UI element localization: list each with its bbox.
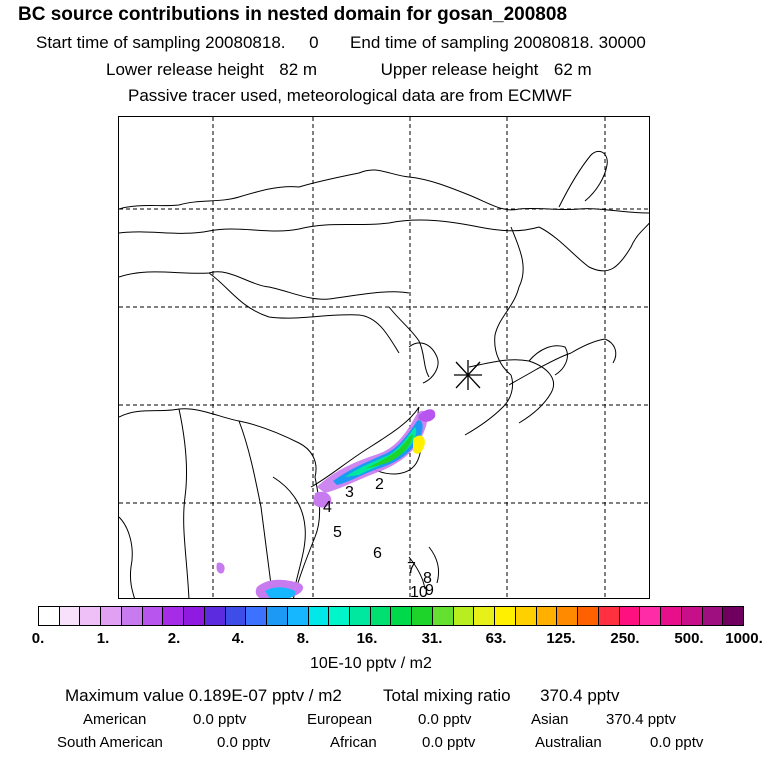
region-value: 370.4 pptv <box>606 711 677 728</box>
colorbar-cell <box>329 607 351 625</box>
lower-release-label: Lower release height <box>106 60 264 79</box>
region-name: American <box>83 711 147 728</box>
colorbar-cell <box>225 607 247 625</box>
colorbar-cell <box>640 607 662 625</box>
colorbar-unit: 10E-10 pptv / m2 <box>310 655 432 672</box>
colorbar-cell <box>619 607 641 625</box>
colorbar-tick-label: 8. <box>296 630 310 647</box>
colorbar-cell <box>287 607 309 625</box>
coastlines <box>119 169 649 598</box>
map-grid <box>119 117 649 598</box>
colorbar-cell <box>598 607 620 625</box>
colorbar-cell <box>370 607 392 625</box>
summary-line: Maximum value 0.189E-07 pptv / m2 Total … <box>65 686 619 706</box>
colorbar-cell <box>495 607 516 625</box>
colorbar-cell <box>578 607 599 625</box>
trajectory-label: 10 <box>410 584 428 599</box>
colorbar-cell <box>246 607 268 625</box>
trajectory-label: 2 <box>375 476 384 493</box>
region-value: 0.0 pptv <box>418 711 472 728</box>
colorbar-cell <box>59 607 81 625</box>
colorbar-cell <box>142 607 164 625</box>
colorbar-cell <box>723 607 743 625</box>
upper-release-label: Upper release height <box>380 60 539 79</box>
region-value: 0.0 pptv <box>217 734 271 751</box>
lower-release-value: 82 m <box>279 60 318 79</box>
region-value: 0.0 pptv <box>650 734 704 751</box>
colorbar-tick-label: 500. <box>674 630 704 647</box>
sampling-times: Start time of sampling 20080818. 0 End t… <box>36 33 646 53</box>
trajectory-label: 3 <box>345 484 354 501</box>
max-value: 0.189E-07 pptv / m2 <box>188 686 342 705</box>
trajectory-label: 9 <box>425 582 434 599</box>
trajectory-label: 6 <box>373 545 382 562</box>
trajectory-label: 4 <box>323 499 332 516</box>
trajectory-label: 5 <box>333 524 342 541</box>
colorbar-cell <box>121 607 143 625</box>
colorbar-cell <box>204 607 226 625</box>
colorbar-cell <box>432 607 454 625</box>
trajectory-label: 8 <box>423 570 432 587</box>
region-value: 0.0 pptv <box>422 734 476 751</box>
colorbar-tick-label: 125. <box>546 630 576 647</box>
trajectory-label: 7 <box>407 560 416 577</box>
start-time-label: Start time of sampling <box>36 33 201 52</box>
region-name: Australian <box>535 734 602 751</box>
colorbar-cell <box>350 607 371 625</box>
map-panel: 2 3 4 5 6 7 8 9 10 <box>118 116 650 599</box>
end-time-label: End time of sampling <box>350 33 509 52</box>
colorbar-cell <box>453 607 475 625</box>
total-mixing-label: Total mixing ratio <box>383 686 511 705</box>
colorbar-tick-label: 4. <box>231 630 245 647</box>
colorbar-cell <box>681 607 703 625</box>
japan-islands <box>508 150 617 386</box>
colorbar-cell <box>536 607 558 625</box>
colorbar-tick-label: 16. <box>356 630 378 647</box>
region-name: Asian <box>531 711 569 728</box>
colorbar-tick-label: 1. <box>96 630 110 647</box>
domain-map: 2 3 4 5 6 7 8 9 10 <box>119 117 649 599</box>
colorbar-cell <box>267 607 288 625</box>
colorbar-cell <box>184 607 205 625</box>
colorbar-cell <box>661 607 682 625</box>
page-title: BC source contributions in nested domain… <box>18 4 568 25</box>
colorbar-tick-label: 1000. <box>725 630 763 647</box>
total-mixing-value: 370.4 pptv <box>540 686 620 705</box>
colorbar-cell <box>474 607 496 625</box>
colorbar-cell <box>515 607 537 625</box>
end-time-value: 20080818. 30000 <box>513 33 646 52</box>
colorbar-tick-label: 2. <box>167 630 181 647</box>
colorbar-cell <box>163 607 185 625</box>
colorbar <box>38 606 744 626</box>
colorbar-cell <box>308 607 330 625</box>
colorbar-cell <box>557 607 579 625</box>
max-value-label: Maximum value <box>65 686 185 705</box>
colorbar-cell <box>80 607 102 625</box>
colorbar-tick-label: 31. <box>421 630 443 647</box>
asterisk-icon <box>454 360 482 390</box>
colorbar-tick-label: 0. <box>31 630 45 647</box>
colorbar-cell <box>702 607 724 625</box>
colorbar-cell <box>39 607 60 625</box>
colorbar-cell <box>101 607 122 625</box>
region-name: European <box>307 711 373 728</box>
upper-release-value: 62 m <box>553 60 592 79</box>
release-heights: Lower release height 82 m Upper release … <box>106 60 592 80</box>
region-name: African <box>330 734 377 751</box>
colorbar-cell <box>391 607 413 625</box>
region-value: 0.0 pptv <box>193 711 247 728</box>
colorbar-cell <box>412 607 433 625</box>
colorbar-tick-label: 63. <box>485 630 507 647</box>
contribution-plume <box>216 409 436 598</box>
colorbar-tick-label: 250. <box>610 630 640 647</box>
start-time-value: 20080818. 0 <box>205 33 319 52</box>
tracer-note: Passive tracer used, meteorological data… <box>128 86 573 105</box>
trajectory-labels: 2 3 4 5 6 7 8 9 10 <box>323 476 434 599</box>
region-name: South American <box>57 734 163 751</box>
